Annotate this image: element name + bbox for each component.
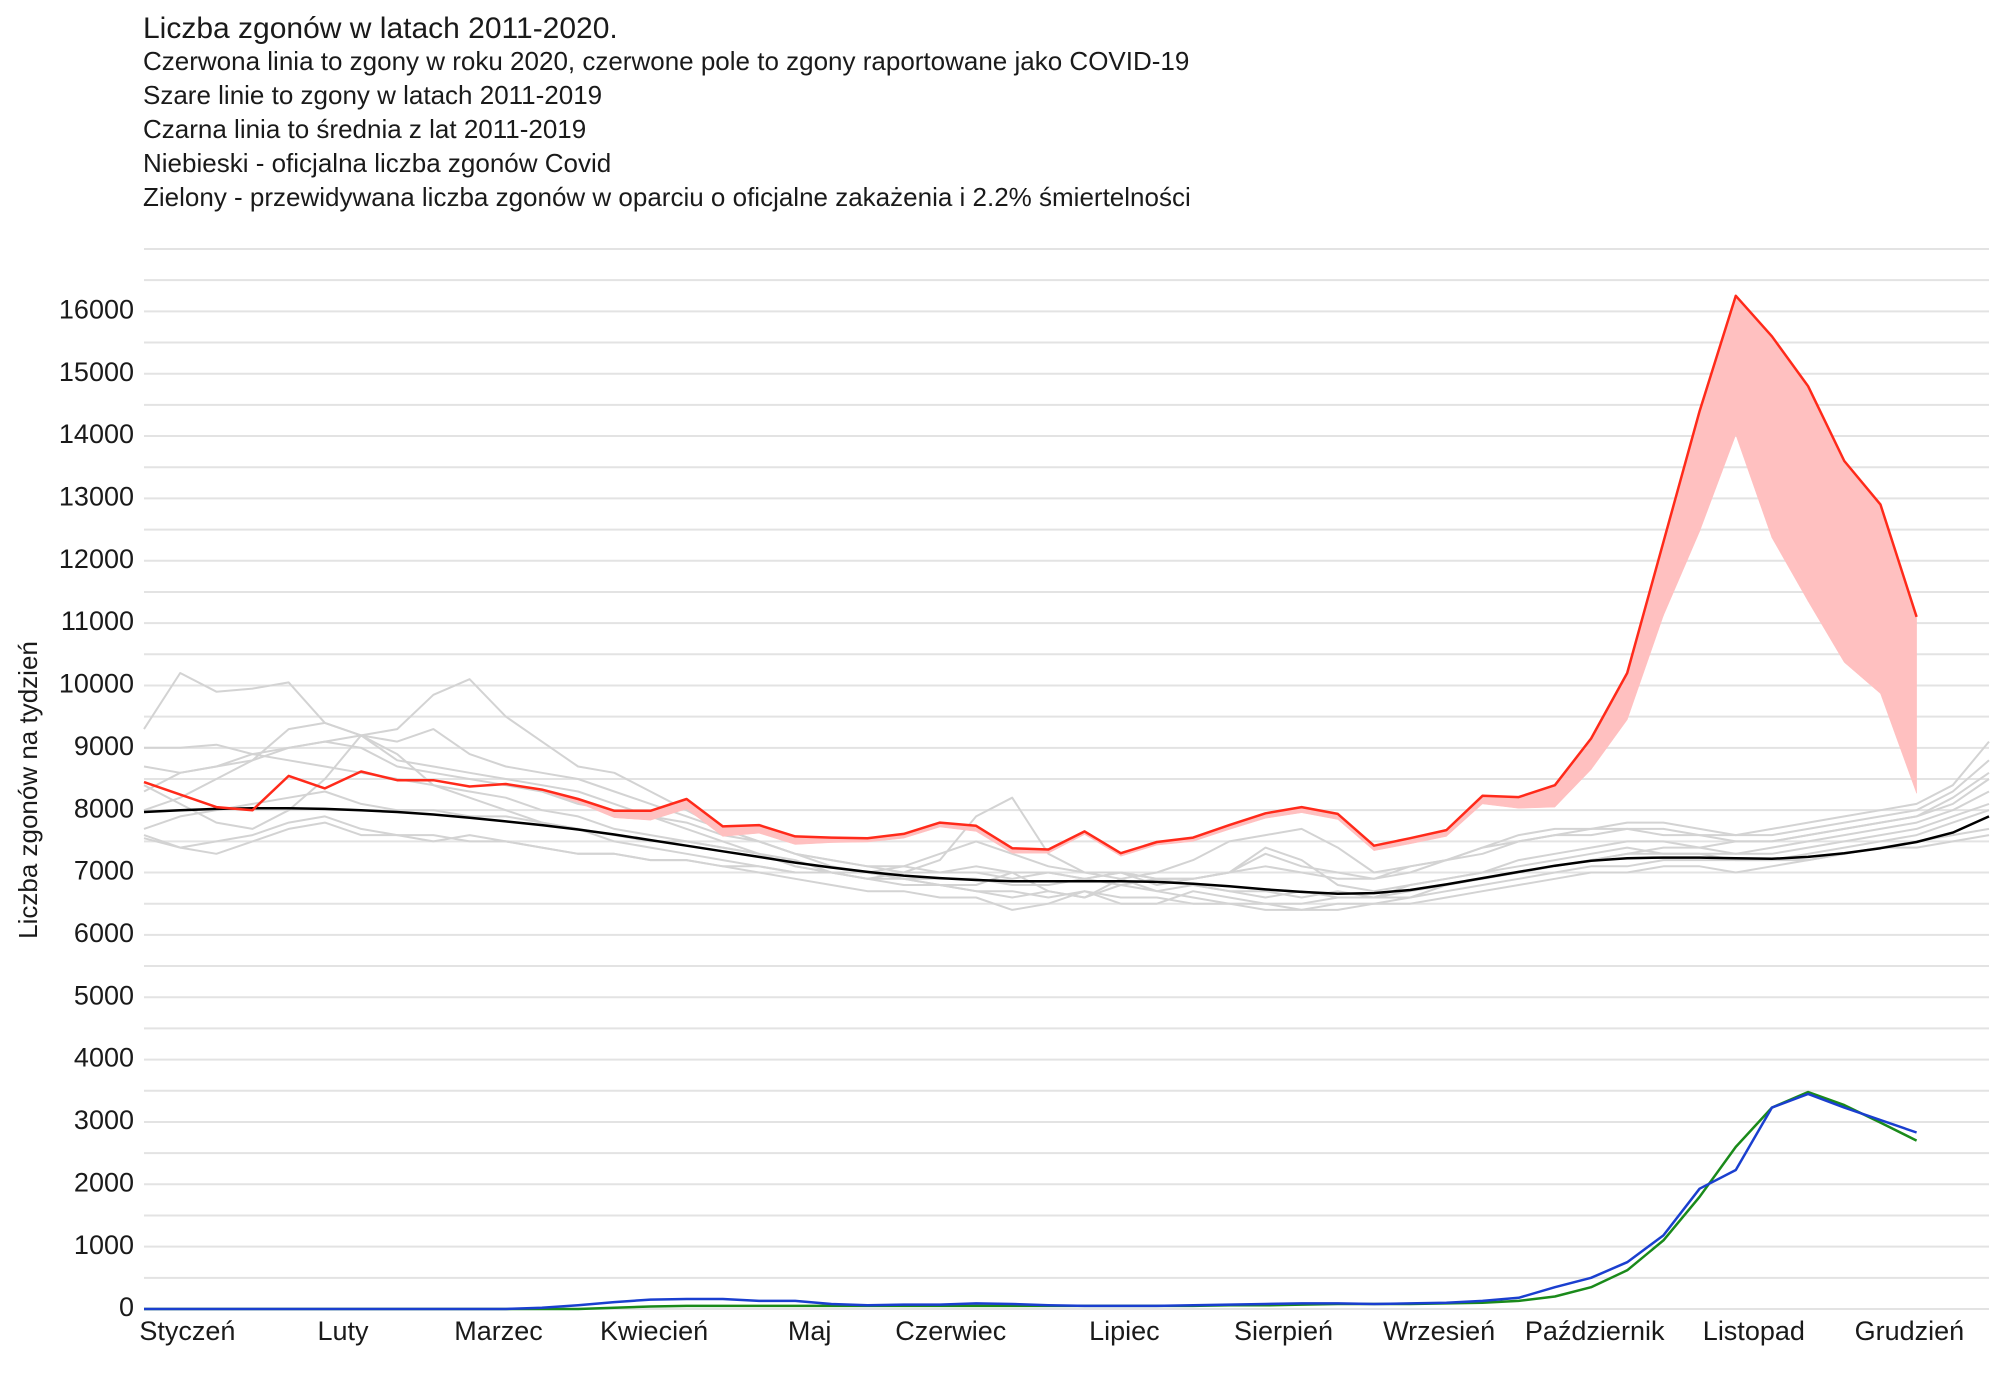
y-tick-label: 1000 [74,1230,134,1260]
subtitle: Czerwona linia to zgony w roku 2020, cze… [143,46,1189,76]
covid-band [1590,672,1628,771]
chart-title: Liczba zgonów w latach 2011-2020. [143,12,618,45]
subtitle: Zielony - przewidywana liczba zgonów w o… [143,182,1191,212]
predicted-covid-line [144,1090,1918,1311]
y-tick-label: 2000 [74,1167,134,1197]
x-tick-label: Sierpień [1234,1316,1333,1346]
subtitle: Szare linie to zgony w latach 2011-2019 [143,80,602,110]
past-year-line [143,740,1990,880]
covid-band [1663,411,1700,616]
past-year-line [143,821,1990,911]
y-tick-label: 5000 [74,980,134,1010]
past-year-line [144,743,1990,886]
y-tick-label: 3000 [74,1105,134,1135]
y-tick-label: 10000 [59,669,134,699]
past-year-line [143,672,1990,905]
covid-band [1518,784,1556,809]
deaths-2020-line [143,294,1918,855]
x-tick-label: Kwiecień [600,1316,708,1346]
y-tick-label: 9000 [74,731,134,761]
covid-band [1844,460,1881,695]
covid-band [1807,386,1845,664]
x-tick-label: Listopad [1703,1316,1805,1346]
y-tick-label: 4000 [74,1043,134,1073]
x-tick-label: Wrzesień [1383,1316,1495,1346]
y-tick-label: 8000 [74,793,134,823]
y-tick-label: 15000 [59,357,134,387]
y-tick-label: 7000 [74,856,134,886]
x-tick-label: Czerwiec [895,1316,1006,1346]
covid-band [614,810,651,821]
y-tick-label: 13000 [59,482,134,512]
x-tick-label: Styczeń [139,1316,235,1346]
covid-band [1880,504,1917,794]
y-tick-label: 11000 [61,606,134,636]
x-tick-label: Grudzień [1855,1316,1965,1346]
subtitle: Czarna linia to średnia z lat 2011-2019 [143,114,586,144]
covid-band [1699,295,1737,532]
y-tick-label: 0 [119,1292,134,1322]
x-tick-label: Marzec [454,1316,543,1346]
past-year-line [143,721,1990,880]
covid-band [1626,542,1664,720]
y-axis-label: Liczba zgonów na tydzień [13,641,43,939]
x-tick-label: Maj [788,1316,832,1346]
x-tick-label: Lipiec [1089,1316,1160,1346]
average-line [143,807,1990,895]
y-tick-label: 6000 [74,918,134,948]
y-tick-label: 16000 [59,294,134,324]
official-covid-line [144,1092,1918,1311]
x-tick-label: Luty [317,1316,369,1346]
subtitle: Niebieski - oficjalna liczba zgonów Covi… [143,148,611,178]
x-tick-label: Październik [1525,1316,1665,1346]
y-tick-label: 12000 [59,544,134,574]
y-tick-label: 14000 [59,419,134,449]
